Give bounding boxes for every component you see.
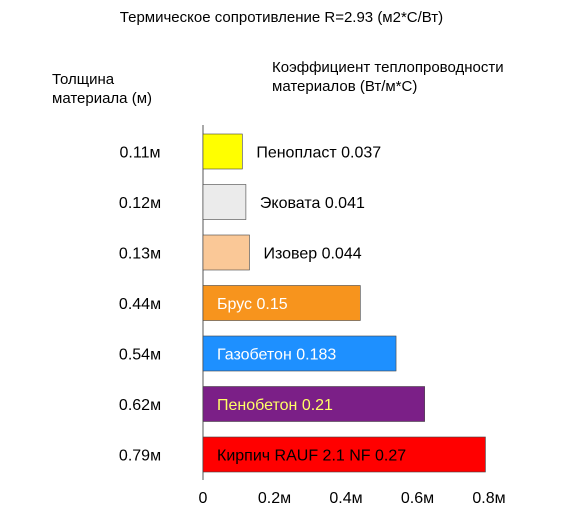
x-tick-label: 0.6м: [401, 490, 434, 507]
bar: [202, 335, 397, 372]
x-tick-label: 0: [199, 490, 208, 507]
bar: [202, 184, 247, 220]
data-label: Пенобетон 0.21: [217, 397, 333, 414]
bar: [202, 133, 243, 170]
chart-title: Термическое сопротивление R=2.93 (м2*С/В…: [119, 9, 444, 26]
category-label: 0.11м: [120, 145, 161, 162]
data-label: Брус 0.15: [217, 296, 288, 313]
data-label: Эковата 0.041: [260, 195, 365, 212]
bar: [202, 234, 250, 271]
category-label: 0.13м: [119, 246, 161, 263]
data-label: Кирпич RAUF 2.1 NF 0.27: [217, 448, 406, 465]
x-tick-label: 0.2м: [258, 490, 291, 507]
x-axis-label: Коэффициент теплопроводности материалов …: [272, 59, 504, 95]
category-label: 0.54м: [119, 347, 161, 364]
y-axis-label: Толщина материала (м): [52, 71, 152, 107]
category-label: 0.79м: [119, 448, 161, 465]
data-label: Изовер 0.044: [263, 246, 361, 263]
category-label: 0.44м: [119, 296, 161, 313]
category-label: 0.12м: [119, 195, 161, 212]
x-tick-label: 0.4м: [329, 490, 362, 507]
category-label: 0.62м: [119, 397, 161, 414]
x-tick-label: 0.8м: [472, 490, 505, 507]
bar: [202, 285, 361, 321]
bar: [202, 386, 425, 422]
data-label: Пенопласт 0.037: [256, 145, 381, 162]
bar: [202, 436, 486, 473]
data-label: Газобетон 0.183: [217, 347, 336, 364]
